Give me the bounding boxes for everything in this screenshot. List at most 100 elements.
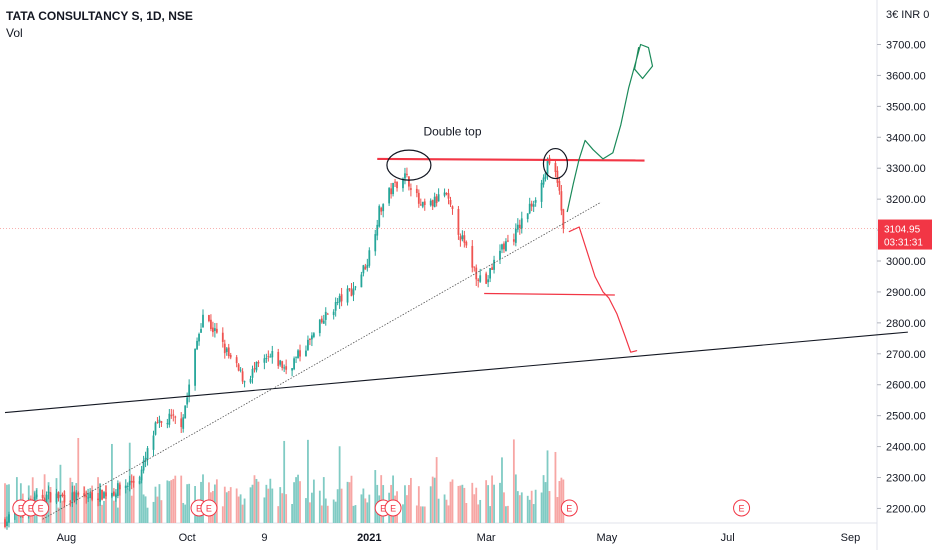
price-tick-label: 2200.00 <box>886 503 926 515</box>
bullish-projection-path <box>566 43 654 213</box>
candle-body <box>293 358 295 370</box>
candle-body <box>457 209 460 235</box>
candle-body <box>477 279 480 281</box>
candle-body <box>512 239 515 242</box>
candle-body <box>85 495 88 498</box>
volume-bar <box>4 483 6 523</box>
candle-body <box>542 177 545 185</box>
candle-body <box>380 207 383 212</box>
volume-bar <box>283 440 286 523</box>
volume-bar <box>312 479 315 523</box>
volume-bar <box>471 482 474 523</box>
volume-bar <box>419 506 422 523</box>
candle-body <box>126 485 129 487</box>
volume-bar <box>271 488 274 523</box>
candle-body <box>526 213 529 220</box>
candle-body <box>277 351 280 366</box>
volume-bar <box>410 477 412 523</box>
candle-body <box>514 228 517 243</box>
candle-body <box>322 320 325 324</box>
candle-body <box>194 348 196 386</box>
price-tick-label: 2500.00 <box>886 411 926 423</box>
candle-body <box>4 519 6 527</box>
candle-body <box>534 200 537 203</box>
candle-body <box>433 196 436 208</box>
volume-label[interactable]: Vol <box>6 26 23 40</box>
volume-bar <box>140 478 143 523</box>
candle-body <box>459 236 462 241</box>
candle-body <box>318 319 321 334</box>
volume-bar <box>237 496 240 523</box>
volume-bar <box>6 484 8 523</box>
volume-bar <box>479 499 482 523</box>
volume-bar <box>493 484 495 523</box>
candle-body <box>89 493 92 498</box>
price-tick-label: 3000.00 <box>886 256 926 268</box>
volume-bar <box>518 495 521 523</box>
volume-bar <box>269 478 272 523</box>
candle-body <box>505 241 507 251</box>
candle-body <box>118 484 121 490</box>
volume-bar <box>47 482 50 523</box>
candle-body <box>253 368 256 370</box>
volume-bar <box>437 498 440 523</box>
volume-bar <box>334 501 337 523</box>
volume-bar <box>295 477 297 523</box>
neckline-line <box>484 292 615 296</box>
volume-bar <box>558 481 561 523</box>
candle-body <box>326 313 329 315</box>
volume-bar <box>253 475 256 523</box>
volume-bar <box>507 505 509 523</box>
candle-body <box>311 335 313 340</box>
earnings-marker-label: E <box>739 504 745 514</box>
candle-body <box>528 203 531 214</box>
candle-body <box>402 178 404 189</box>
candle-body <box>255 362 258 371</box>
candle-body <box>267 356 270 358</box>
candle-body <box>305 350 307 357</box>
candle-body <box>445 193 448 195</box>
candle-body <box>215 328 218 333</box>
candle-body <box>142 460 145 471</box>
candle-body <box>390 188 392 195</box>
candle-body <box>221 332 224 342</box>
volume-bar <box>433 477 436 523</box>
candle-body <box>91 492 94 500</box>
candle-body <box>516 224 519 230</box>
candle-body <box>334 302 337 311</box>
candle-body <box>295 356 297 358</box>
candle-body <box>501 244 503 250</box>
volume-bar <box>180 475 183 523</box>
volume-bar <box>265 484 268 523</box>
candle-body <box>406 173 408 175</box>
candle-body <box>35 494 38 498</box>
volume-bar <box>255 478 258 523</box>
volume-bar <box>146 507 149 523</box>
symbol-title[interactable]: TATA CONSULTANCY S, 1D, NSE <box>6 9 193 23</box>
volume-bar <box>374 470 377 523</box>
volume-bar <box>514 474 517 523</box>
candle-body <box>479 275 482 282</box>
volume-bar <box>491 475 493 523</box>
candle-body <box>208 315 210 322</box>
volume-bar <box>562 479 565 523</box>
volume-bar <box>501 457 503 523</box>
candle-body <box>463 235 466 243</box>
volume-bar <box>8 484 10 523</box>
volume-bar <box>318 490 321 523</box>
volume-bar <box>61 500 64 523</box>
candle-body <box>198 333 200 342</box>
volume-bar <box>154 486 157 523</box>
last-price-label: 3104.95 <box>884 225 921 236</box>
candle-body <box>116 483 119 497</box>
candle-body <box>431 200 434 207</box>
candle-body <box>154 422 157 435</box>
price-tick-label: 3200.00 <box>886 194 926 206</box>
price-tick-label: 2600.00 <box>886 380 926 392</box>
volume-bar <box>445 499 448 523</box>
volume-bar <box>443 494 446 523</box>
volume-bar <box>174 475 177 523</box>
candle-body <box>299 350 301 357</box>
candle-body <box>471 245 474 268</box>
